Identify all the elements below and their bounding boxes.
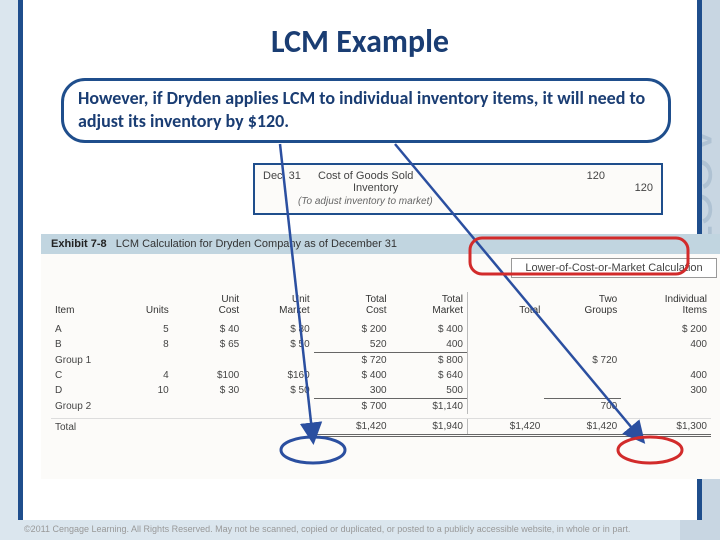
lcm-box-label: Lower-of-Cost-or-Market Calculation	[511, 258, 717, 278]
table-row: Group 2 $ 700 $1,140 700	[51, 399, 711, 415]
exhibit-area: Exhibit 7-8 LCM Calculation for Dryden C…	[41, 234, 720, 484]
journal-entry-box: Dec. 31 Cost of Goods Sold 120 Inventory…	[253, 163, 663, 215]
col-unit-market: UnitMarket	[243, 292, 313, 322]
col-lcm-items: IndividualItems	[621, 292, 711, 322]
slide-title: LCM Example	[23, 22, 697, 61]
col-lcm-groups: TwoGroups	[544, 292, 621, 322]
col-total-cost: TotalCost	[314, 292, 391, 322]
journal-credit-account: Inventory	[318, 182, 557, 194]
journal-debit-account: Cost of Goods Sold	[318, 170, 557, 182]
table-row: Group 1 $ 720 $ 800 $ 720	[51, 353, 711, 369]
callout-text: However, if Dryden applies LCM to indivi…	[78, 87, 654, 132]
journal-credit-amount: 120	[605, 182, 653, 194]
col-units: Units	[115, 292, 173, 322]
table-row: B 8 $ 65 $ 50 520 400 400	[51, 337, 711, 353]
table-row: A 5 $ 40 $ 80 $ 200 $ 400 $ 200	[51, 322, 711, 337]
lcm-table: Item Units UnitCost UnitMarket TotalCost…	[51, 292, 711, 437]
copyright-text: ©2011 Cengage Learning. All Rights Reser…	[24, 524, 630, 534]
col-item: Item	[51, 292, 115, 322]
exhibit-body: Lower-of-Cost-or-Market Calculation Item…	[41, 254, 720, 479]
table-row: C 4 $100 $160 $ 400 $ 640 400	[51, 368, 711, 383]
table-row-total: Total $1,420 $1,940 $1,420 $1,420 $1,300	[51, 419, 711, 436]
col-unit-cost: UnitCost	[173, 292, 243, 322]
exhibit-header: Exhibit 7-8 LCM Calculation for Dryden C…	[41, 234, 720, 254]
journal-debit-amount: 120	[557, 170, 605, 182]
journal-date: Dec. 31	[263, 170, 318, 182]
journal-note: (To adjust inventory to market)	[263, 196, 653, 207]
exhibit-label: Exhibit 7-8	[51, 238, 107, 250]
callout-box: However, if Dryden applies LCM to indivi…	[61, 78, 671, 143]
slide-frame: LCM Example However, if Dryden applies L…	[18, 0, 702, 520]
exhibit-caption: LCM Calculation for Dryden Company as of…	[116, 238, 397, 250]
table-row: D 10 $ 30 $ 50 300 500 300	[51, 383, 711, 399]
col-total-market: TotalMarket	[391, 292, 468, 322]
col-lcm-total: Total	[467, 292, 544, 322]
journal-blank	[605, 170, 653, 182]
